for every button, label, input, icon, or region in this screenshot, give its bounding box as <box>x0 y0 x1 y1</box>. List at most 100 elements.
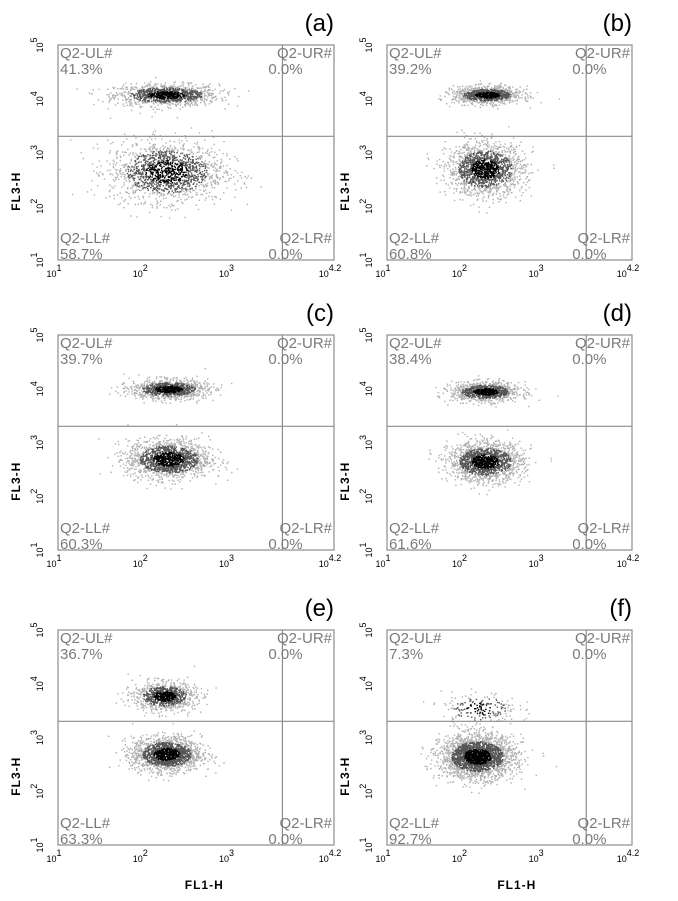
event-point <box>140 161 142 163</box>
event-point <box>150 187 152 189</box>
event-point <box>228 94 230 96</box>
event-point <box>155 178 157 180</box>
event-point <box>150 180 153 183</box>
event-point <box>115 153 118 155</box>
event-point <box>476 178 479 180</box>
event-point <box>183 164 186 167</box>
event-point <box>180 168 182 170</box>
event-point <box>151 93 153 95</box>
event-point <box>466 148 468 150</box>
event-point <box>514 166 517 168</box>
event-point <box>181 98 184 100</box>
event-point <box>161 155 164 157</box>
event-point <box>458 146 461 148</box>
event-point <box>522 191 524 194</box>
event-point <box>512 165 514 168</box>
event-point <box>493 180 495 182</box>
event-point <box>470 195 472 197</box>
event-point <box>208 93 210 96</box>
event-point <box>164 98 166 100</box>
event-point <box>489 175 492 177</box>
event-point <box>198 170 201 172</box>
event-point <box>221 100 224 102</box>
event-point <box>181 152 184 154</box>
event-point <box>152 179 154 181</box>
event-point <box>150 150 153 153</box>
event-point <box>156 191 159 194</box>
event-point <box>530 163 532 166</box>
event-point <box>212 180 214 182</box>
event-point <box>193 189 196 192</box>
event-point <box>88 92 91 94</box>
event-point <box>514 91 517 94</box>
event-point <box>161 109 163 112</box>
event-point <box>125 191 127 193</box>
event-point <box>453 102 456 104</box>
event-point <box>149 181 151 184</box>
event-point <box>161 153 163 155</box>
event-point <box>508 93 510 95</box>
event-point <box>185 166 187 169</box>
event-point <box>491 89 493 91</box>
event-point <box>140 155 142 157</box>
event-point <box>488 206 491 208</box>
event-point <box>156 193 158 196</box>
event-point <box>162 198 165 200</box>
event-point <box>192 85 194 87</box>
event-point <box>486 156 488 159</box>
event-point <box>173 93 175 95</box>
event-point <box>462 174 464 176</box>
event-point <box>187 101 189 103</box>
event-point <box>195 171 198 173</box>
event-point <box>119 172 121 174</box>
event-point <box>116 162 118 164</box>
event-point <box>168 89 170 91</box>
event-point <box>214 195 216 198</box>
event-point <box>460 97 462 100</box>
event-point <box>165 164 168 166</box>
event-point <box>507 159 509 161</box>
event-point <box>477 161 480 163</box>
event-point <box>480 103 483 106</box>
event-point <box>473 146 475 148</box>
event-point <box>151 155 153 157</box>
event-point <box>175 159 177 161</box>
event-point <box>469 152 471 154</box>
event-point <box>457 153 459 155</box>
event-point <box>138 181 140 184</box>
event-point <box>146 168 148 170</box>
event-point <box>167 92 169 94</box>
event-point <box>508 178 510 180</box>
event-point <box>156 171 158 174</box>
event-point <box>170 95 172 97</box>
event-point <box>209 101 212 103</box>
event-point <box>203 100 205 102</box>
event-point <box>172 160 174 162</box>
event-point <box>480 90 482 92</box>
event-point <box>455 146 457 148</box>
event-point <box>119 88 122 90</box>
event-point <box>142 168 145 171</box>
event-point <box>151 86 154 88</box>
event-point <box>501 91 503 93</box>
event-point <box>211 94 213 97</box>
event-point <box>155 98 157 101</box>
event-point <box>480 165 482 167</box>
event-point <box>128 180 131 182</box>
event-point <box>465 155 467 157</box>
event-point <box>133 94 135 97</box>
event-point <box>177 199 179 202</box>
event-point <box>476 157 479 159</box>
event-point <box>520 141 522 143</box>
event-point <box>139 176 142 178</box>
event-point <box>153 103 155 105</box>
event-point <box>490 190 492 192</box>
event-point <box>452 168 454 170</box>
event-point <box>159 163 161 165</box>
event-point <box>184 98 187 100</box>
event-point <box>488 157 491 159</box>
event-point <box>174 175 176 177</box>
event-point <box>113 97 115 99</box>
event-point <box>177 150 179 152</box>
event-point <box>213 169 215 171</box>
